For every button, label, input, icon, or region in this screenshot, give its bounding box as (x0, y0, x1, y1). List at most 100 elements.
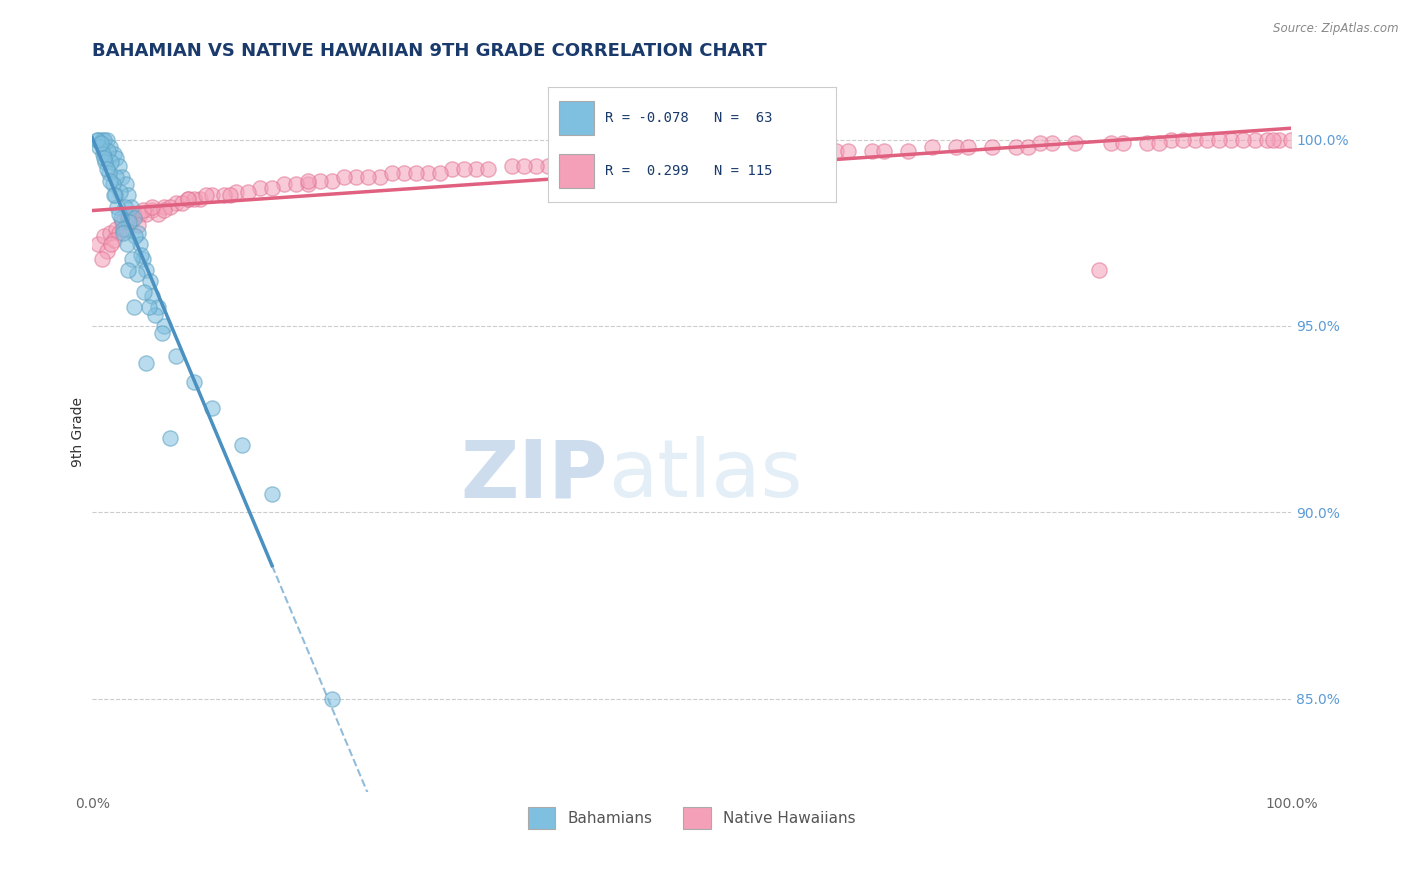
Text: ZIP: ZIP (461, 436, 607, 515)
Point (159, 431, 181, 445)
Point (1208, 132, 1230, 146)
Point (108, 185, 131, 199)
Point (1173, 132, 1195, 146)
Point (101, 178, 124, 192)
Point (980, 140, 1002, 154)
Point (183, 375, 205, 389)
Point (141, 203, 163, 218)
Point (464, 162, 486, 177)
Point (416, 166, 439, 180)
Point (1220, 132, 1243, 146)
Point (141, 200, 163, 214)
Point (105, 151, 128, 165)
Point (183, 192, 205, 206)
Point (225, 185, 247, 199)
Point (260, 181, 283, 195)
Point (429, 166, 451, 180)
Point (195, 188, 218, 202)
Point (1197, 132, 1219, 146)
Point (297, 178, 319, 192)
Point (644, 151, 666, 165)
Point (107, 207, 129, 221)
Point (93, 132, 115, 146)
Point (249, 181, 271, 195)
Point (1112, 136, 1135, 151)
Point (111, 214, 134, 228)
Point (93, 229, 115, 244)
Point (1101, 136, 1123, 151)
Point (141, 289, 163, 303)
Point (453, 162, 475, 177)
Point (159, 200, 181, 214)
Point (93, 151, 115, 165)
Point (188, 192, 211, 206)
Point (392, 166, 415, 180)
Point (117, 263, 139, 277)
Point (104, 188, 127, 202)
Point (824, 144, 846, 158)
Point (344, 169, 367, 184)
Point (1268, 132, 1291, 146)
Point (172, 195, 194, 210)
Point (94, 155, 117, 169)
Point (1040, 136, 1063, 151)
Y-axis label: 9th Grade: 9th Grade (72, 397, 86, 467)
Point (107, 159, 129, 173)
Point (90, 252, 112, 266)
Point (704, 151, 727, 165)
Point (124, 229, 146, 244)
Point (114, 222, 136, 236)
Point (105, 222, 128, 236)
Point (96, 244, 118, 259)
Point (129, 236, 152, 251)
Point (236, 185, 259, 199)
Point (98, 166, 121, 180)
Point (717, 151, 740, 165)
Point (105, 169, 128, 184)
Point (1244, 132, 1267, 146)
Point (177, 192, 200, 206)
Point (620, 151, 643, 165)
Point (381, 166, 404, 180)
Point (110, 211, 132, 225)
Point (273, 178, 295, 192)
Point (201, 188, 224, 202)
Point (800, 144, 823, 158)
Point (368, 169, 391, 184)
Point (122, 207, 145, 221)
Point (1017, 140, 1039, 154)
Point (765, 147, 787, 161)
Point (100, 236, 122, 251)
Point (87, 132, 110, 146)
Text: BAHAMIAN VS NATIVE HAWAIIAN 9TH GRADE CORRELATION CHART: BAHAMIAN VS NATIVE HAWAIIAN 9TH GRADE CO… (93, 42, 766, 60)
Point (897, 144, 920, 158)
Point (86, 132, 108, 146)
Point (120, 200, 142, 214)
Point (117, 188, 139, 202)
Point (111, 169, 134, 184)
Point (872, 144, 894, 158)
Point (146, 301, 169, 315)
Point (132, 285, 155, 300)
Point (1149, 136, 1171, 151)
Point (98, 140, 121, 154)
Point (860, 144, 883, 158)
Point (1184, 132, 1206, 146)
Point (477, 162, 499, 177)
Text: atlas: atlas (607, 436, 803, 515)
Point (212, 188, 235, 202)
Point (153, 203, 176, 218)
Point (501, 159, 523, 173)
Point (96, 132, 118, 146)
Point (201, 401, 224, 415)
Point (440, 162, 463, 177)
Point (297, 173, 319, 187)
Point (776, 147, 799, 161)
Point (657, 151, 679, 165)
Point (585, 155, 607, 169)
Point (633, 155, 655, 169)
Point (524, 159, 547, 173)
Point (89, 140, 111, 154)
Point (309, 173, 332, 187)
Point (115, 236, 138, 251)
